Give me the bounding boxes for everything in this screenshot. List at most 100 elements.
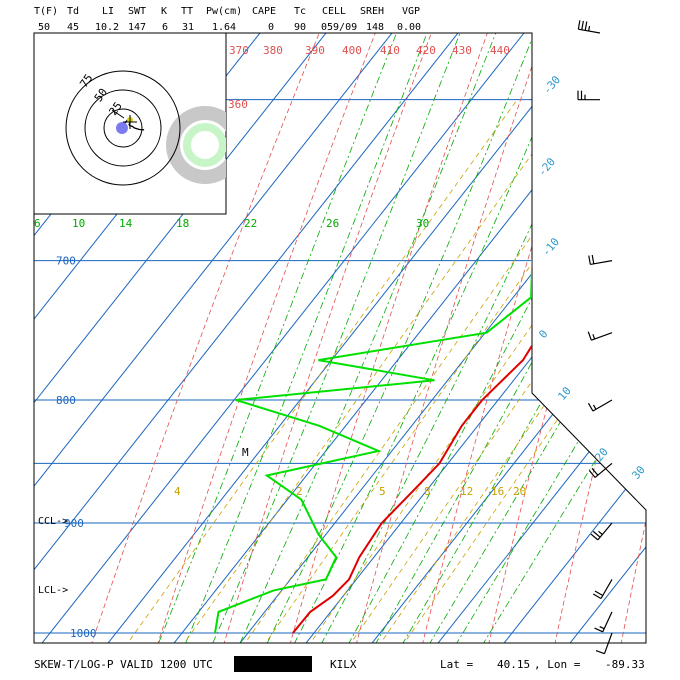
moist-adiabat xyxy=(326,33,646,643)
ccl-marker: CCL-> xyxy=(38,516,68,527)
moist-adiabat xyxy=(431,33,646,643)
wind-barb xyxy=(577,20,601,34)
isotherm-label: 10 xyxy=(555,384,573,403)
isotherm xyxy=(339,33,646,643)
theta-label: 400 xyxy=(342,44,362,57)
isotherm xyxy=(273,33,646,643)
dry-adiabat xyxy=(77,33,646,643)
header-value: 50 xyxy=(38,22,50,33)
wind-barb xyxy=(588,462,613,478)
moist-adiabat xyxy=(220,33,646,643)
header-label: Pw(cm) xyxy=(206,6,242,17)
header-label: TT xyxy=(181,6,193,17)
header-label: LI xyxy=(102,6,114,17)
hodograph-ring-labels: 75 50 25 xyxy=(77,72,125,118)
dry-adiabat xyxy=(144,33,646,643)
footer-lon: -89.33 xyxy=(605,658,645,671)
isotherm xyxy=(471,33,646,643)
m-marker: M xyxy=(242,446,249,459)
footer-station: KILX xyxy=(330,658,357,671)
footer-title: SKEW-T/LOG-P VALID 1200 UTC xyxy=(34,658,213,671)
hodograph-arrow xyxy=(111,109,125,119)
dewpoint-profile xyxy=(214,33,646,634)
theta-label: 380 xyxy=(263,44,283,57)
header-labels: T(F) Td LI SWT K TT Pw(cm) CAPE Tc CELL SREH VGP xyxy=(34,6,420,17)
plot-border xyxy=(33,32,647,644)
mixing-ratio-line xyxy=(98,99,518,643)
ring-label-25: 25 xyxy=(107,100,125,118)
header-value: 148 xyxy=(366,22,384,33)
footer-lat: 40.15 xyxy=(497,658,530,671)
header-value: 45 xyxy=(67,22,79,33)
mixing-ratio-label: 2 xyxy=(296,485,303,498)
storm-motion-dot xyxy=(116,122,128,134)
header-value: 059/09 xyxy=(321,22,357,33)
ring-label-50: 50 xyxy=(92,86,110,104)
isotherm xyxy=(141,33,646,643)
isotherm xyxy=(34,33,646,643)
mixing-ratio-label: 5 xyxy=(379,485,386,498)
lcl-marker: LCL-> xyxy=(38,585,68,596)
moist-adiabat-label: 30 xyxy=(416,217,429,230)
ring-label-75: 75 xyxy=(77,72,95,90)
dry-adiabat xyxy=(412,33,646,643)
mixing-ratio-label: 16 xyxy=(491,485,504,498)
isotherm-label: 30 xyxy=(629,463,647,482)
pressure-tick-label: 1000 xyxy=(70,627,97,640)
mixing-ratio-label: 20 xyxy=(513,485,526,498)
wind-barb xyxy=(590,522,613,541)
header-label: VGP xyxy=(402,6,420,17)
mixing-ratio-line xyxy=(375,99,646,643)
wind-barb xyxy=(577,90,600,101)
moist-adiabat-label: 6 xyxy=(34,217,41,230)
hodograph-inset: 75 50 25 xyxy=(33,32,227,215)
theta-label: 360 xyxy=(228,98,248,111)
mixing-ratio-line xyxy=(322,99,646,643)
header-label: SWT xyxy=(128,6,146,17)
dry-adiabat xyxy=(278,33,646,643)
moist-adiabat-label: 14 xyxy=(119,217,133,230)
footer-lon-label: , Lon = xyxy=(534,658,581,671)
header-value: 90 xyxy=(294,22,306,33)
profiles xyxy=(214,33,646,634)
header-value: 1.64 xyxy=(212,22,236,33)
wind-barb xyxy=(594,611,613,633)
moist-adiabat xyxy=(167,33,530,643)
dry-adiabat xyxy=(546,33,646,643)
footer-redaction xyxy=(234,656,312,672)
moist-adiabat-label: 10 xyxy=(72,217,85,230)
isotherm-label: -10 xyxy=(539,235,562,259)
wind-barb xyxy=(588,254,613,266)
hodograph-ring-50 xyxy=(84,89,162,167)
header-value: 6 xyxy=(162,22,168,33)
moist-adiabat xyxy=(352,33,646,643)
moist-adiabat-label: 22 xyxy=(244,217,257,230)
header-value: 31 xyxy=(182,22,194,33)
moist-adiabat-label: 18 xyxy=(176,217,189,230)
header-value: 147 xyxy=(128,22,146,33)
header-label: CAPE xyxy=(252,6,276,17)
moist-adiabat xyxy=(273,33,646,643)
moist-adiabat-label: 26 xyxy=(326,217,339,230)
wind-barb xyxy=(587,399,613,412)
wind-barb xyxy=(587,331,613,341)
header-label: T(F) xyxy=(34,6,58,17)
temperature-profile xyxy=(292,33,646,634)
dry-adiabat xyxy=(613,33,646,643)
isotherm-label: -20 xyxy=(535,155,558,179)
dry-adiabat xyxy=(479,33,646,643)
moist-adiabat xyxy=(247,33,646,643)
header-label: Tc xyxy=(294,6,306,17)
header-values: 50 45 10.2 147 6 31 1.64 0 90 059/09 148 0.00 xyxy=(38,22,421,33)
mixing-ratio-label: 4 xyxy=(174,485,181,498)
pressure-tick-label: 900 xyxy=(64,517,84,530)
dry-adiabat xyxy=(211,33,646,643)
header-label: K xyxy=(161,6,167,17)
header-value: 10.2 xyxy=(95,22,119,33)
header-label: Td xyxy=(67,6,79,17)
mixing-ratio-line xyxy=(352,99,646,643)
wind-barbs xyxy=(577,20,613,655)
